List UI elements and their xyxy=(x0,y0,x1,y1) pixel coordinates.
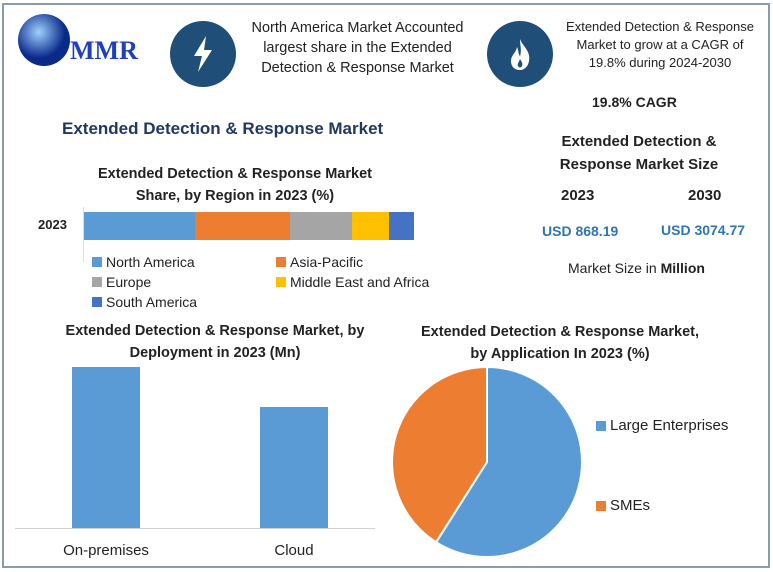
deployment-bar-on-premises xyxy=(72,367,140,528)
year-2030: 2030 xyxy=(688,187,722,204)
highlight-region-text: North America Market Accounted largest s… xyxy=(251,20,464,76)
region-segment-asia-pacific xyxy=(194,212,290,240)
region-axis xyxy=(83,207,84,262)
legend-label: Asia-Pacific xyxy=(290,254,364,270)
deployment-label-cloud: Cloud xyxy=(274,542,314,559)
legend-label: North America xyxy=(106,254,195,270)
legend-label: Middle East and Africa xyxy=(290,274,430,290)
region-legend-item: North America xyxy=(92,254,195,270)
region-legend-item: Europe xyxy=(92,274,151,290)
pie-slice-smes xyxy=(391,365,488,544)
region-segment-middle-east-and-africa xyxy=(351,212,389,240)
legend-swatch xyxy=(92,257,102,267)
pie-slice-large-enterprises xyxy=(434,365,583,558)
legend-smes: SMEs xyxy=(596,497,650,514)
region-stacked-bar xyxy=(84,212,414,240)
region-category-label: 2023 xyxy=(38,217,67,232)
region-chart-title: Extended Detection & Response Market Sha… xyxy=(98,166,372,204)
value-2030: USD 3074.77 xyxy=(661,222,746,238)
lightning-icon xyxy=(170,21,236,87)
region-legend-item: South America xyxy=(92,294,197,310)
market-size-title: Extended Detection & Response Market Siz… xyxy=(559,133,719,173)
legend-label: Large Enterprises xyxy=(610,417,729,434)
application-pie xyxy=(391,365,583,558)
region-legend-item: Middle East and Africa xyxy=(276,274,429,290)
region-segment-europe xyxy=(289,212,352,240)
logo: MMR xyxy=(12,12,152,72)
region-segment-south-america xyxy=(388,212,414,240)
flame-icon xyxy=(487,21,553,87)
legend-swatch xyxy=(92,277,102,287)
cagr-label: 19.8% CAGR xyxy=(592,94,677,110)
deployment-bar-cloud xyxy=(260,407,328,528)
value-2023: USD 868.19 xyxy=(542,223,619,239)
legend-swatch xyxy=(92,297,102,307)
region-legend-item: Asia-Pacific xyxy=(276,254,363,270)
year-2023: 2023 xyxy=(561,187,595,204)
highlight-cagr-text: Extended Detection & Response Market to … xyxy=(566,19,754,70)
logo-text: MMR xyxy=(70,36,138,65)
deployment-axis xyxy=(15,528,375,529)
deployment-label-on-premises: On-premises xyxy=(63,542,149,559)
legend-label: South America xyxy=(106,294,198,310)
note-prefix: Market Size in xyxy=(568,260,661,276)
market-size-note: Market Size in Million xyxy=(568,260,705,276)
legend-label: SMEs xyxy=(610,497,651,514)
legend-swatch xyxy=(276,257,286,267)
legend-large-enterprises: Large Enterprises xyxy=(596,417,728,434)
legend-swatch xyxy=(596,420,606,431)
main-title: Extended Detection & Response Market xyxy=(62,119,384,138)
legend-swatch xyxy=(596,500,606,511)
note-unit: Million xyxy=(660,260,705,276)
legend-label: Europe xyxy=(106,274,152,290)
deployment-chart-title: Extended Detection & Response Market, by… xyxy=(65,323,365,361)
application-chart-title: Extended Detection & Response Market, by… xyxy=(421,324,699,362)
infographic-frame xyxy=(2,3,770,568)
region-segment-north-america xyxy=(84,212,195,240)
legend-swatch xyxy=(276,277,286,287)
